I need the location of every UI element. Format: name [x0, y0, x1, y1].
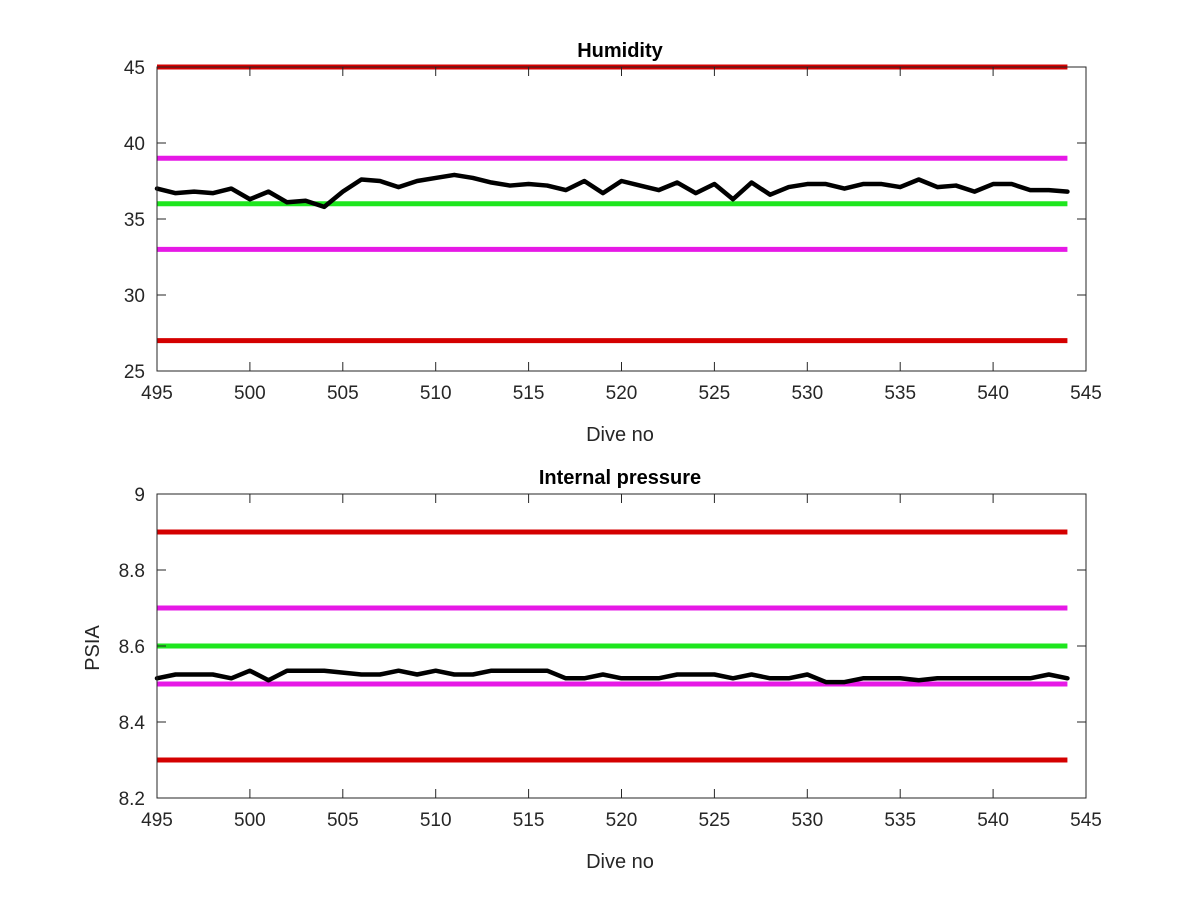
x-tick-label: 525 [699, 383, 731, 404]
x-tick-label: 535 [884, 383, 916, 404]
x-tick-label: 520 [606, 810, 638, 831]
x-tick-label: 510 [420, 383, 452, 404]
y-tick-label: 8.6 [119, 637, 145, 658]
x-tick-label: 530 [791, 383, 823, 404]
data-series-line [154, 668, 1070, 685]
chart-title: Internal pressure [539, 467, 701, 489]
axes-group: 495 500 505 510 515 520 525 530 535 540 545 25 30 35 4… [124, 58, 1102, 404]
x-tick-label: 520 [606, 383, 638, 404]
x-tick-label: 530 [791, 810, 823, 831]
y-tick-label: 8.2 [119, 789, 145, 810]
x-tick-label: 540 [977, 383, 1009, 404]
x-axis-label: Dive no [586, 851, 654, 873]
y-tick-label: 45 [124, 58, 145, 79]
x-tick-label: 495 [141, 810, 173, 831]
x-tick-label: 515 [513, 810, 545, 831]
x-tick-label: 515 [513, 383, 545, 404]
x-tick-label: 540 [977, 810, 1009, 831]
x-tick-label: 545 [1070, 810, 1102, 831]
axes-group: 495 500 505 510 515 520 525 530 535 540 545 8.2 8.4 8… [119, 485, 1102, 831]
chart-title: Humidity [577, 40, 663, 62]
y-tick-label: 40 [124, 134, 145, 155]
data-series-line [154, 172, 1070, 210]
internal-pressure-panel: Internal pressure Dive no PSIA 495 500 505… [82, 467, 1102, 873]
x-tick-label: 510 [420, 810, 452, 831]
x-tick-label: 500 [234, 810, 266, 831]
x-tick-label: 535 [884, 810, 916, 831]
y-axis-label: PSIA [82, 625, 104, 671]
x-tick-label: 525 [699, 810, 731, 831]
y-tick-label: 8.8 [119, 561, 145, 582]
y-tick-label: 8.4 [119, 713, 146, 734]
y-tick-label: 9 [134, 485, 145, 506]
x-tick-label: 505 [327, 810, 359, 831]
x-tick-label: 495 [141, 383, 173, 404]
plot-frame [156, 66, 1087, 372]
y-tick-label: 30 [124, 286, 145, 307]
x-tick-label: 545 [1070, 383, 1102, 404]
series-group [154, 668, 1070, 685]
y-tick-label: 25 [124, 362, 145, 383]
humidity-panel: Humidity Dive no 495 500 505 510 515 520 525 53… [124, 40, 1102, 446]
x-tick-label: 505 [327, 383, 359, 404]
series-group [154, 172, 1070, 210]
y-tick-label: 35 [124, 210, 145, 231]
x-axis-label: Dive no [586, 424, 654, 446]
reference-lines [157, 529, 1068, 763]
x-tick-label: 500 [234, 383, 266, 404]
